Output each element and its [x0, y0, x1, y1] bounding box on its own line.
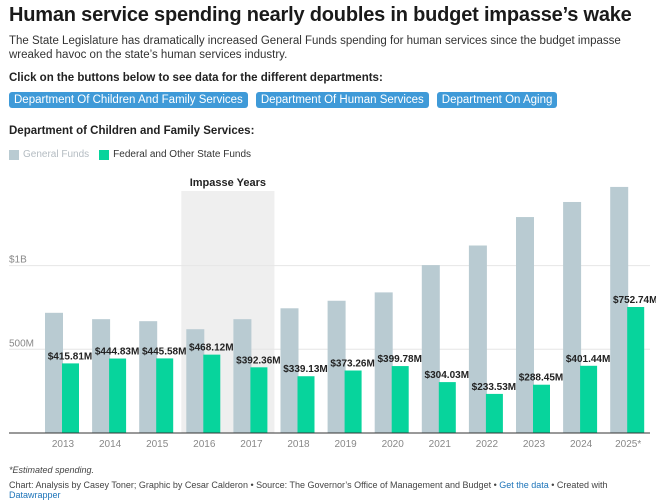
- bar-federal-funds: [62, 363, 79, 433]
- data-label-federal: $445.58M: [142, 346, 186, 357]
- data-label-federal: $468.12M: [189, 343, 233, 354]
- data-label-federal: $399.78M: [377, 354, 421, 365]
- x-tick-label: 2022: [476, 439, 499, 450]
- data-label-federal: $288.45M: [519, 373, 563, 384]
- bar-general-funds: [468, 245, 487, 433]
- data-label-federal: $415.81M: [48, 351, 92, 362]
- bar-federal-funds: [109, 358, 127, 433]
- get-data-link[interactable]: Get the data: [499, 480, 549, 490]
- data-label-federal: $233.53M: [472, 382, 516, 393]
- bar-federal-funds: [438, 382, 456, 433]
- x-tick-label: 2015: [146, 439, 169, 450]
- bar-federal-funds: [627, 306, 645, 433]
- buttons-prompt: Click on the buttons below to see data f…: [9, 72, 383, 84]
- bar-federal-funds: [344, 370, 362, 433]
- credits: Chart: Analysis by Casey Toner; Graphic …: [9, 480, 656, 500]
- bar-general-funds: [280, 308, 299, 433]
- bar-federal-funds: [250, 367, 268, 433]
- y-tick-label: 500M: [9, 338, 34, 349]
- x-tick-label: 2025*: [615, 439, 641, 450]
- credits-text: Chart: Analysis by Casey Toner; Graphic …: [9, 480, 500, 490]
- datawrapper-link[interactable]: Datawrapper: [9, 490, 61, 500]
- button-human-services[interactable]: Department Of Human Services: [255, 92, 429, 108]
- bar-federal-funds: [391, 366, 409, 433]
- x-tick-label: 2013: [52, 439, 75, 450]
- button-children-family-services[interactable]: Department Of Children And Family Servic…: [9, 92, 248, 108]
- x-tick-label: 2019: [334, 439, 357, 450]
- bar-federal-funds: [156, 358, 174, 433]
- bar-general-funds: [610, 186, 629, 433]
- chart-subtitle: The State Legislature has dramatically i…: [9, 35, 621, 61]
- bar-general-funds: [421, 265, 440, 433]
- data-label-federal: $392.36M: [236, 355, 280, 366]
- bar-general-funds: [92, 319, 111, 433]
- legend-swatch-general: [9, 149, 19, 160]
- data-label-federal: $373.26M: [330, 359, 374, 370]
- department-title: Department of Children and Family Servic…: [9, 125, 255, 137]
- footnote: *Estimated spending.: [9, 465, 95, 475]
- x-tick-label: 2021: [429, 439, 452, 450]
- legend-label-federal: Federal and Other State Funds: [113, 149, 252, 160]
- x-tick-label: 2024: [570, 439, 593, 450]
- button-aging[interactable]: Department On Aging: [436, 92, 558, 108]
- x-tick-label: 2020: [382, 439, 405, 450]
- bar-general-funds: [139, 321, 158, 433]
- bar-federal-funds: [203, 354, 221, 433]
- bar-chart: Impasse Years 500M $1B $415.81M 2013 $444.83M…: [9, 177, 656, 450]
- legend-swatch-federal: [99, 149, 110, 160]
- bar-general-funds: [45, 312, 63, 433]
- x-tick-label: 2018: [287, 439, 310, 450]
- credits-middle: • Created with: [548, 480, 608, 490]
- impasse-label: Impasse Years: [190, 177, 266, 189]
- bar-federal-funds: [485, 393, 503, 433]
- data-label-federal: $304.03M: [425, 370, 469, 381]
- bar-federal-funds: [533, 384, 550, 433]
- x-tick-label: 2023: [523, 439, 546, 450]
- bar-general-funds: [186, 329, 205, 433]
- bar-federal-funds: [580, 365, 598, 433]
- data-label-federal: $444.83M: [95, 347, 139, 358]
- legend-label-general: General Funds: [23, 149, 90, 160]
- data-label-federal: $752.74M: [613, 295, 656, 306]
- data-label-federal: $339.13M: [283, 364, 327, 375]
- y-tick-label: $1B: [9, 255, 27, 266]
- data-label-federal: $401.44M: [566, 354, 610, 365]
- department-buttons: Department Of Children And Family Servic…: [9, 92, 558, 108]
- bar-general-funds: [327, 300, 346, 433]
- chart-title: Human service spending nearly doubles in…: [9, 4, 632, 26]
- x-tick-label: 2014: [99, 439, 122, 450]
- bar-general-funds: [563, 201, 582, 433]
- legend-item-general: General Funds: [9, 149, 89, 160]
- x-tick-label: 2016: [193, 439, 216, 450]
- bar-general-funds: [374, 292, 393, 433]
- legend-item-federal: Federal and Other State Funds: [99, 149, 251, 160]
- chart-legend: General Funds Federal and Other State Fu…: [9, 149, 261, 160]
- bar-general-funds: [233, 319, 252, 433]
- bar-federal-funds: [297, 376, 315, 433]
- x-tick-label: 2017: [240, 439, 263, 450]
- bar-general-funds: [516, 217, 534, 433]
